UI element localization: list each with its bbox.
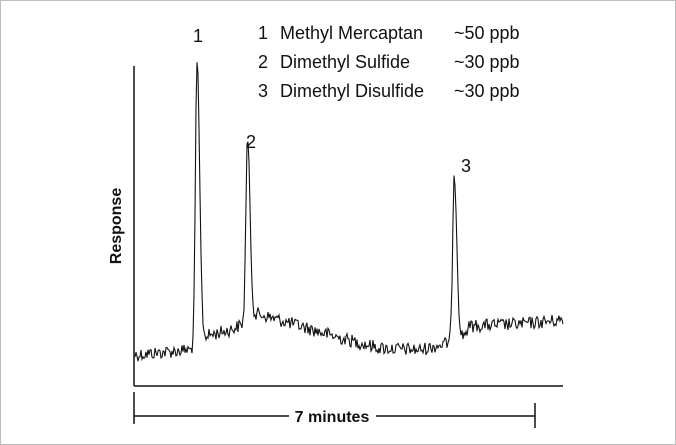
peak-label-2: 2 bbox=[246, 132, 256, 152]
legend: 1 Methyl Mercaptan ~50 ppb 2 Dimethyl Su… bbox=[258, 23, 520, 101]
legend-item-2-name: 2 bbox=[258, 52, 268, 72]
legend-item-2-compound: Dimethyl Sulfide bbox=[280, 52, 410, 72]
peak-label-1: 1 bbox=[193, 26, 203, 46]
chromatogram-trace bbox=[134, 62, 564, 362]
y-axis-label: Response bbox=[108, 188, 125, 265]
legend-item-1-name: 1 bbox=[258, 23, 268, 43]
peak-label-3: 3 bbox=[461, 156, 471, 176]
legend-item-1-conc: ~50 ppb bbox=[454, 23, 520, 43]
legend-item-2-conc: ~30 ppb bbox=[454, 52, 520, 72]
legend-item-3-compound: Dimethyl Disulfide bbox=[280, 81, 424, 101]
legend-item-1-compound: Methyl Mercaptan bbox=[280, 23, 423, 43]
legend-item-3-conc: ~30 ppb bbox=[454, 81, 520, 101]
legend-item-3-name: 3 bbox=[258, 81, 268, 101]
x-axis-label: 7 minutes bbox=[295, 409, 370, 426]
